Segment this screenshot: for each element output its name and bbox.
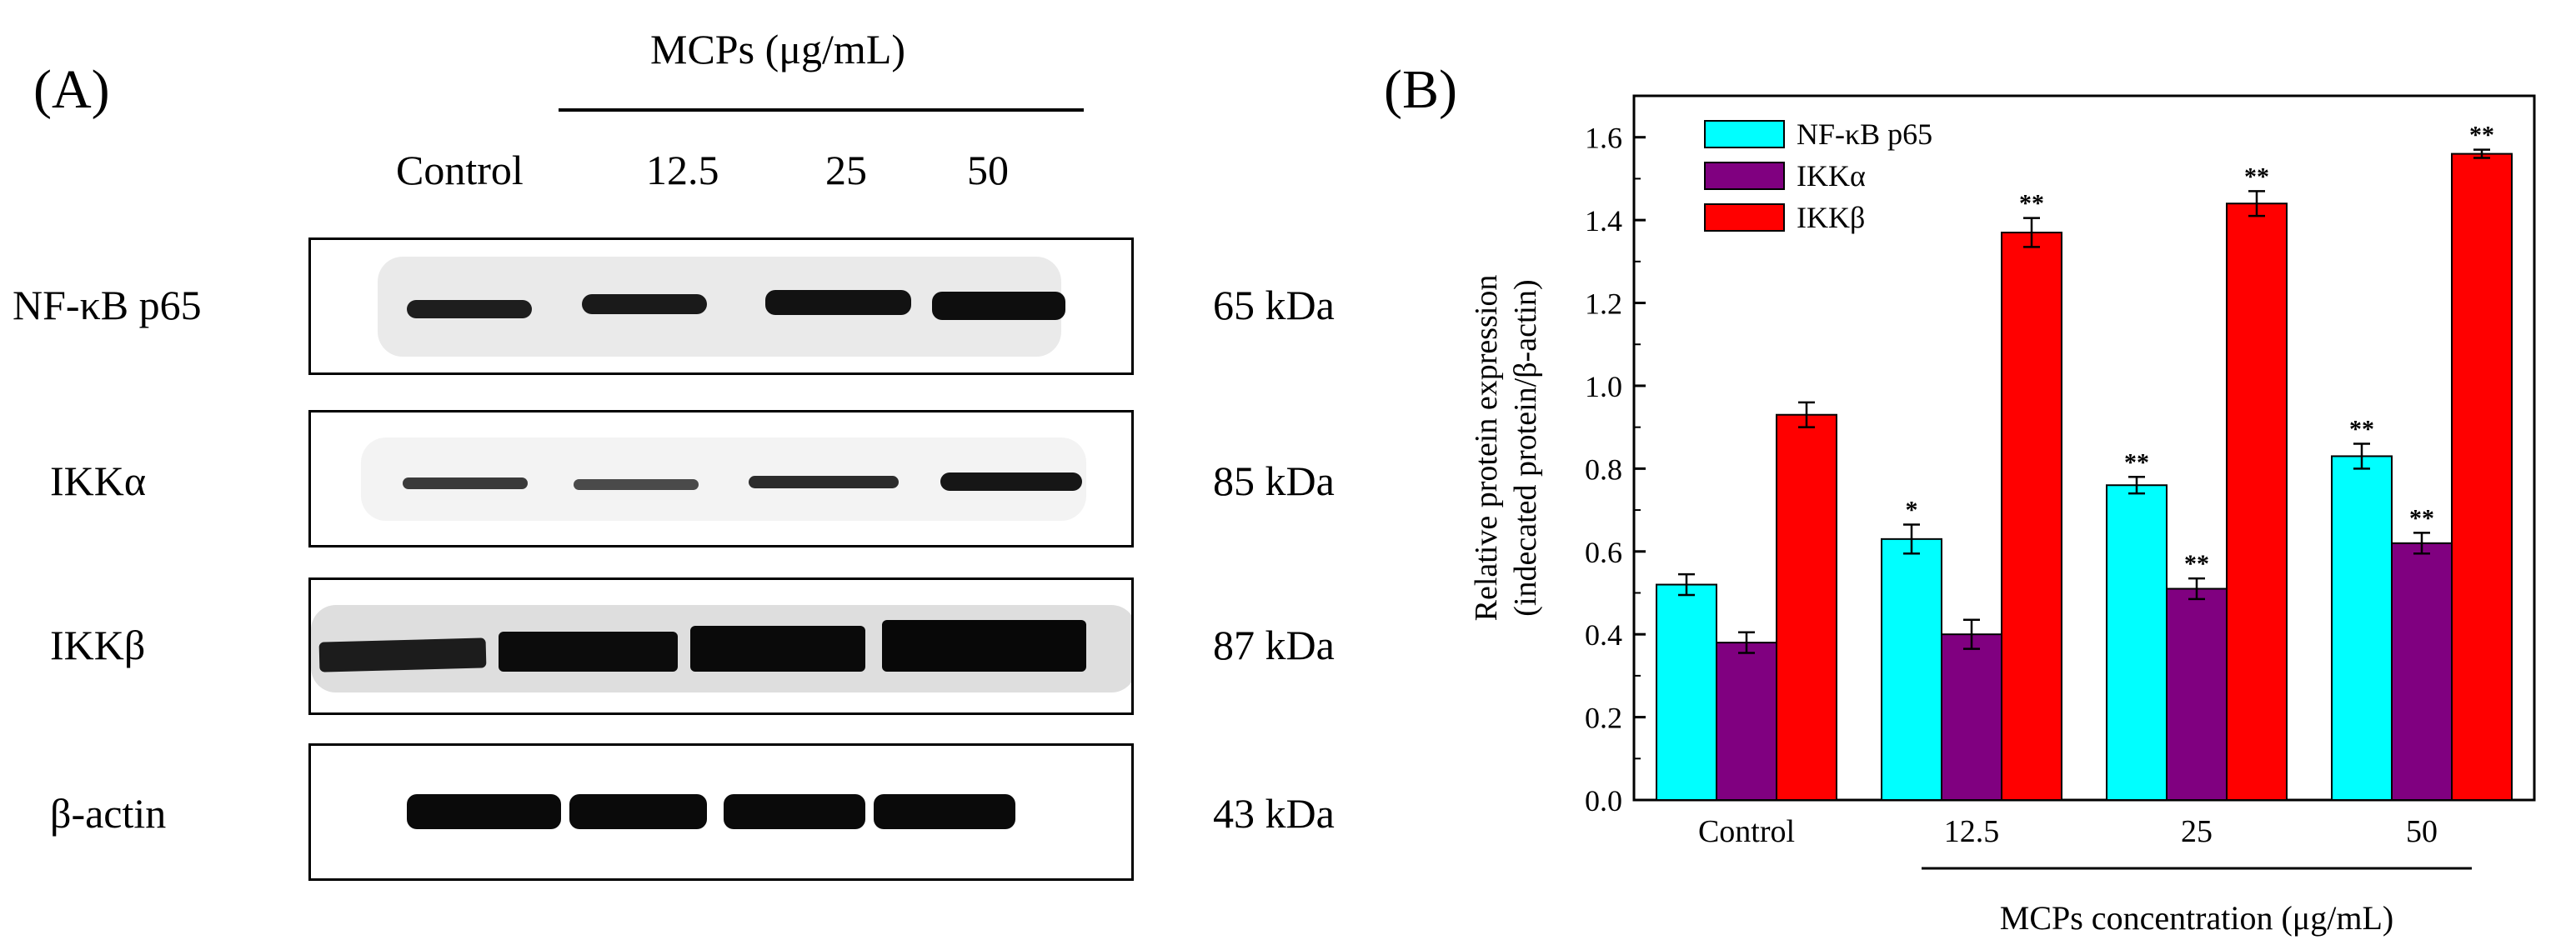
y-tick-label: 1.6 bbox=[1585, 122, 1622, 155]
band-25 bbox=[765, 290, 911, 315]
band-25 bbox=[724, 794, 865, 829]
x-tick-label: Control bbox=[1698, 814, 1795, 849]
band-25 bbox=[690, 626, 865, 672]
band-control bbox=[407, 300, 532, 318]
lane-label-12-5: 12.5 bbox=[646, 147, 719, 193]
kda-label-ikka: 85 kDa bbox=[1213, 458, 1335, 504]
panel-a-label: (A) bbox=[33, 59, 110, 120]
bar-ikka-3 bbox=[2391, 542, 2453, 802]
row-label-beta-actin: β-actin bbox=[50, 790, 167, 837]
bar-nfkb-p65-2 bbox=[2106, 484, 2168, 801]
y-tick-label: 0.4 bbox=[1585, 618, 1622, 652]
band-12-5 bbox=[499, 632, 678, 672]
significance-mark: ** bbox=[2469, 122, 2494, 149]
band-control bbox=[403, 478, 528, 489]
row-label-ikka: IKKα bbox=[50, 458, 147, 504]
band-12-5 bbox=[582, 294, 707, 314]
bar-ikkb-3 bbox=[2451, 152, 2513, 801]
blot-beta-actin bbox=[308, 743, 1134, 881]
blot-ikka bbox=[308, 410, 1134, 548]
legend-label-nfkb-p65: NF-κB p65 bbox=[1797, 118, 1932, 151]
bar-ikka-1 bbox=[1941, 633, 2002, 801]
y-tick-label: 0.6 bbox=[1585, 536, 1622, 569]
significance-mark: * bbox=[1906, 496, 1918, 523]
y-tick-label: 0.0 bbox=[1585, 784, 1622, 818]
legend-swatch-ikkb bbox=[1704, 203, 1785, 232]
legend-swatch-nfkb-p65 bbox=[1704, 120, 1785, 148]
kda-label-ikkb: 87 kDa bbox=[1213, 622, 1335, 668]
band-control bbox=[407, 794, 561, 829]
lane-label-25: 25 bbox=[825, 147, 867, 193]
significance-mark: ** bbox=[2124, 448, 2149, 476]
y-tick-label: 1.4 bbox=[1585, 204, 1622, 238]
kda-label-nfkb-p65: 65 kDa bbox=[1213, 282, 1335, 328]
y-axis-label-line2: (indecated protein/β-actin) bbox=[1508, 279, 1543, 616]
bar-nfkb-p65-3 bbox=[2331, 455, 2393, 801]
band-12-5 bbox=[569, 794, 707, 829]
x-tick-label: 50 bbox=[2406, 814, 2438, 849]
bar-ikkb-1 bbox=[2001, 232, 2062, 801]
y-tick-label: 1.2 bbox=[1585, 288, 1622, 321]
x-tick-label: 12.5 bbox=[1944, 814, 2000, 849]
blot-nfkb-p65 bbox=[308, 238, 1134, 375]
bar-nfkb-p65-0 bbox=[1656, 583, 1717, 801]
treatment-header-line bbox=[559, 108, 1084, 112]
y-tick-label: 0.8 bbox=[1585, 452, 1622, 486]
legend-swatch-ikka bbox=[1704, 162, 1785, 190]
band-50 bbox=[940, 472, 1082, 491]
kda-label-beta-actin: 43 kDa bbox=[1213, 790, 1335, 837]
legend-label-ikkb: IKKβ bbox=[1797, 201, 1865, 234]
legend-label-ikka: IKKα bbox=[1797, 159, 1866, 192]
significance-mark: ** bbox=[2184, 550, 2209, 578]
band-50 bbox=[874, 794, 1015, 829]
row-label-ikkb: IKKβ bbox=[50, 622, 146, 668]
treatment-header: MCPs (μg/mL) bbox=[650, 26, 906, 72]
band-50 bbox=[932, 292, 1065, 320]
panel-b-label: (B) bbox=[1384, 59, 1457, 120]
blot-ikkb bbox=[308, 578, 1134, 715]
bar-ikkb-2 bbox=[2226, 202, 2288, 801]
x-tick-label: 25 bbox=[2181, 814, 2213, 849]
lane-label-50: 50 bbox=[967, 147, 1009, 193]
bar-ikkb-0 bbox=[1776, 413, 1837, 801]
significance-mark: ** bbox=[2019, 190, 2044, 218]
y-tick-label: 1.0 bbox=[1585, 370, 1622, 403]
band-25 bbox=[749, 476, 899, 488]
lane-label-control: Control bbox=[396, 147, 524, 193]
plot-frame bbox=[1632, 94, 2536, 802]
bar-ikka-2 bbox=[2166, 588, 2228, 801]
significance-mark: ** bbox=[2349, 416, 2374, 443]
y-tick-label: 0.2 bbox=[1585, 702, 1622, 735]
bar-ikka-0 bbox=[1716, 642, 1777, 802]
row-label-nfkb-p65: NF-κB p65 bbox=[13, 282, 202, 328]
y-axis-label-line1: Relative protein expression bbox=[1469, 275, 1504, 622]
significance-mark: ** bbox=[2244, 162, 2269, 190]
x-axis-label: MCPs concentration (μg/mL) bbox=[2000, 899, 2393, 937]
bar-nfkb-p65-1 bbox=[1881, 538, 1942, 802]
band-50 bbox=[882, 620, 1086, 672]
band-12-5 bbox=[574, 479, 699, 490]
significance-mark: ** bbox=[2409, 504, 2434, 532]
